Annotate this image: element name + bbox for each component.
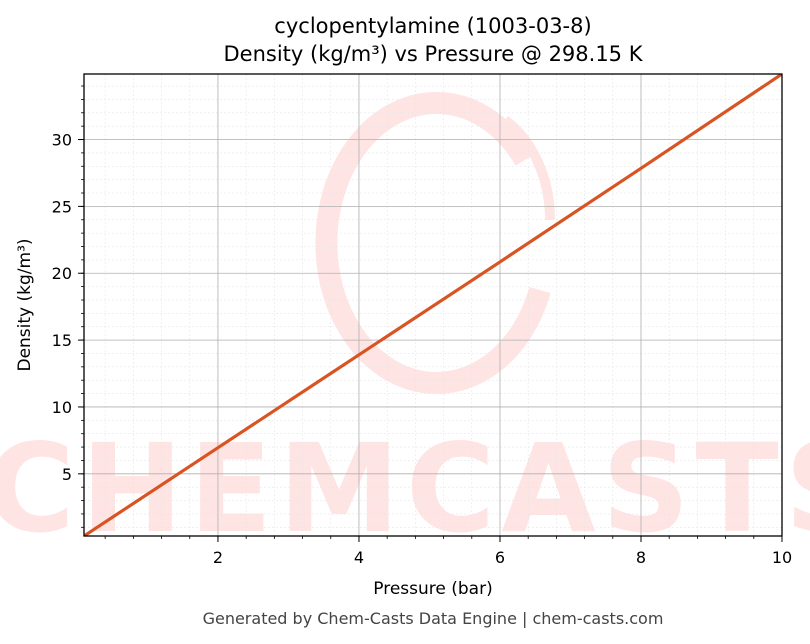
axis-ticks <box>78 85 783 542</box>
footer-credit: Generated by Chem-Casts Data Engine | ch… <box>203 609 664 628</box>
density-series-line <box>84 74 782 536</box>
watermark-text: CHEMCASTS <box>0 418 810 560</box>
major-grid <box>84 74 783 536</box>
y-tick-label: 30 <box>52 131 72 150</box>
y-tick-label: 20 <box>52 264 72 283</box>
x-tick-label: 8 <box>636 548 646 567</box>
x-tick-label: 2 <box>213 548 223 567</box>
y-tick-label: 25 <box>52 197 72 216</box>
chart-title: cyclopentylamine (1003-03-8) <box>274 14 591 38</box>
y-tick-label: 5 <box>62 465 72 484</box>
plot-frame <box>83 73 783 537</box>
x-tick-label: 10 <box>772 548 792 567</box>
y-axis-label: Density (kg/m³) <box>15 238 35 371</box>
chart-subtitle: Density (kg/m³) vs Pressure @ 298.15 K <box>223 42 643 66</box>
x-tick-label: 4 <box>354 548 364 567</box>
y-tick-label: 10 <box>52 398 72 417</box>
watermark-logo-icon <box>315 92 556 394</box>
series-layer <box>84 74 782 536</box>
x-axis-label: Pressure (bar) <box>373 579 492 599</box>
y-tick-label: 15 <box>52 331 72 350</box>
axis-tick-labels: 2 4 6 8 10 5 10 15 20 25 30 <box>52 131 793 567</box>
minor-grid <box>84 74 782 536</box>
x-tick-label: 6 <box>495 548 505 567</box>
watermark: CHEMCASTS <box>0 92 810 560</box>
